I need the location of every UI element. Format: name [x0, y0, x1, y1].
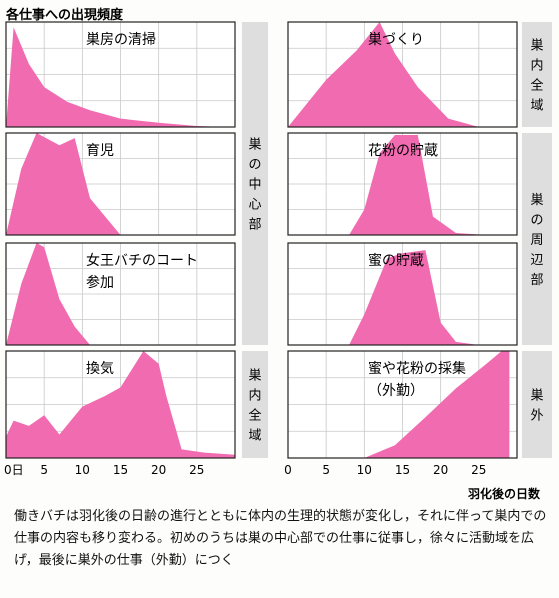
area-series	[288, 351, 510, 458]
region-band: 巣の周辺部	[522, 133, 552, 345]
x-tick-label: 5	[322, 463, 330, 477]
x-tick-label: 15	[113, 463, 128, 477]
area-series	[6, 133, 121, 235]
band-background	[242, 351, 268, 458]
area-series	[6, 243, 90, 345]
x-tick-label: 10	[357, 463, 372, 477]
panel-title: 蜜の貯蔵	[368, 253, 424, 269]
panel-8: 蜜や花粉の採集 （外勤）	[287, 350, 518, 459]
panel-border	[5, 21, 236, 128]
area-series	[6, 27, 228, 127]
panel-title: （外勤）	[368, 383, 424, 399]
panel-border	[287, 242, 518, 346]
panel-border	[5, 242, 236, 346]
panel-7: 換気	[5, 350, 236, 459]
panel-3: 育児	[5, 132, 236, 236]
x-tick-label: 15	[395, 463, 410, 477]
panel-title: 参加	[86, 274, 114, 291]
panel-title: 換気	[86, 361, 114, 377]
x-tick-label: 20	[433, 463, 448, 477]
band-label: 巣内全域	[530, 39, 543, 114]
panel-6: 蜜の貯蔵	[287, 242, 518, 346]
panel-title: 巣づくり	[368, 32, 424, 48]
x-tick-label: 10	[75, 463, 90, 477]
panel-title: 女王バチのコート	[86, 252, 198, 269]
region-band: 巣内全域	[522, 22, 552, 127]
x-tick-label: 5	[40, 463, 48, 477]
figure-caption: 働きバチは羽化後の日齢の進行とともに体内の生理的状態が変化し，それに伴って巣内で…	[14, 509, 547, 568]
panel-border	[287, 350, 518, 459]
x-tick-label: 25	[189, 463, 204, 477]
area-series	[288, 135, 487, 235]
panel-4: 花粉の貯蔵	[287, 132, 518, 236]
x-tick-label: 0	[284, 463, 292, 477]
x-tick-label: 0日	[4, 463, 24, 477]
x-tick-label: 25	[471, 463, 486, 477]
band-label: 巣の中心部	[248, 138, 261, 233]
region-band: 巣外	[522, 351, 552, 458]
panel-title: 蜜や花粉の採集	[368, 360, 466, 377]
panel-2: 巣づくり	[287, 21, 518, 128]
x-axis-label: 羽化後の日数	[468, 486, 541, 501]
region-band: 巣内全域	[242, 351, 268, 458]
band-background	[242, 22, 268, 345]
panel-border	[5, 132, 236, 236]
x-tick-labels: 0日 5 10 15 20 25 0 5 10 15 20 25	[4, 463, 486, 477]
band-background	[522, 351, 552, 458]
band-label: 巣の周辺部	[530, 193, 543, 288]
region-band: 巣の中心部	[242, 22, 268, 345]
panel-title: 巣房の清掃	[86, 31, 156, 48]
panel-1: 巣房の清掃	[5, 21, 236, 128]
chart-title: 各仕事への出現頻度	[5, 7, 124, 23]
area-series	[288, 22, 479, 127]
x-tick-label: 20	[151, 463, 166, 477]
panel-border	[5, 350, 236, 459]
band-background	[522, 133, 552, 345]
area-series	[288, 250, 479, 345]
panel-title: 育児	[86, 143, 114, 159]
panel-border	[287, 21, 518, 128]
panel-border	[287, 132, 518, 236]
band-background	[522, 22, 552, 127]
area-series	[6, 351, 235, 458]
band-label: 巣内全域	[248, 369, 261, 444]
band-label: 巣外	[530, 389, 543, 424]
panel-title: 花粉の貯蔵	[368, 143, 438, 159]
